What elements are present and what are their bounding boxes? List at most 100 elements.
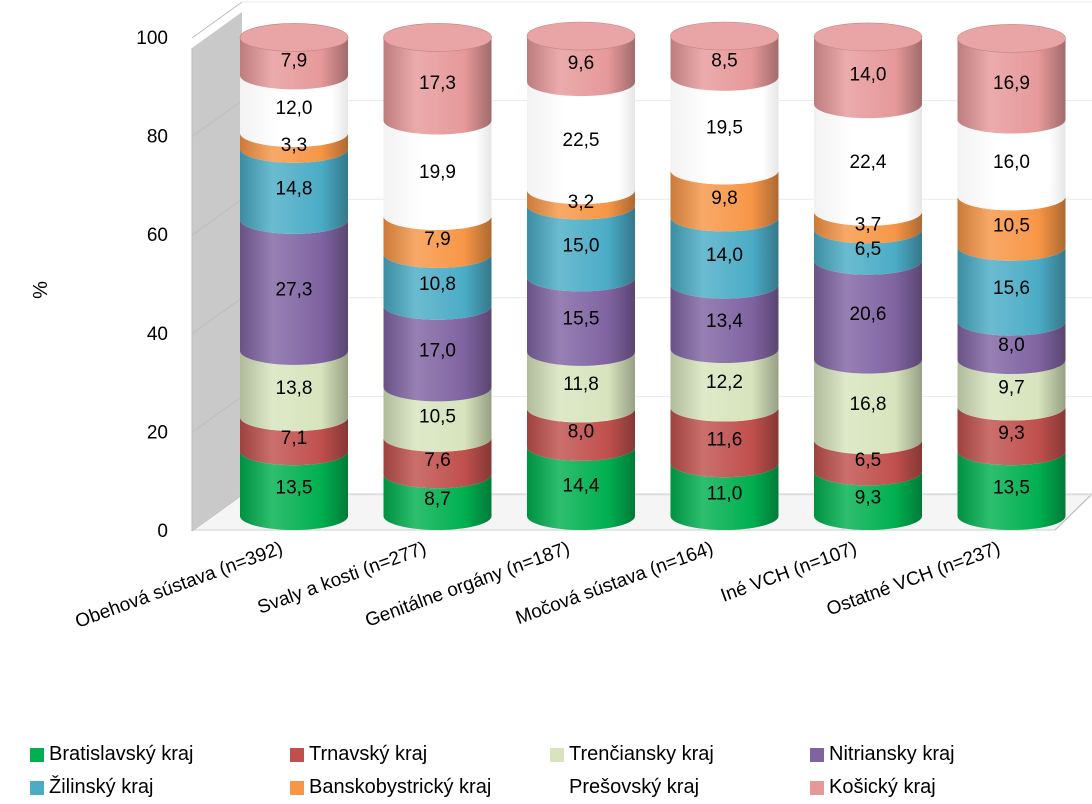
bar-segment <box>240 148 348 234</box>
legend-row: Bratislavský kraj Trnavský kraj Trenčiansk… <box>30 738 1070 771</box>
data-label: 7,9 <box>424 229 450 250</box>
bar-top-cap <box>813 22 923 52</box>
x-axis-categories: Obehová sústava (n=392)Svaly a kosti (n=… <box>73 538 1004 633</box>
bar-segment <box>240 219 348 365</box>
data-label: 7,9 <box>281 50 307 71</box>
data-label: 6,5 <box>855 450 881 471</box>
legend-label: Banskobystrický kraj <box>309 776 492 798</box>
data-label: 7,1 <box>281 428 307 449</box>
data-label: 11,0 <box>707 484 743 505</box>
bar-segment <box>527 351 635 423</box>
bar-segment <box>527 277 635 366</box>
gridline <box>191 100 243 138</box>
legend-label: Žilinský kraj <box>49 776 154 798</box>
data-label: 9,6 <box>568 53 594 74</box>
data-label: 10,5 <box>993 216 1030 237</box>
bar-segment <box>527 190 635 220</box>
legend-label: Trnavský kraj <box>309 743 428 765</box>
data-label: 13,5 <box>993 478 1030 499</box>
bar-segment <box>240 417 348 466</box>
bar-segment <box>814 211 922 244</box>
data-label: 3,3 <box>281 135 307 156</box>
bar-segment <box>957 196 1066 261</box>
chart: 0 20 40 60 80 100 % 13,5 7,1 13,8 27,3 14,8 3,3 12,… <box>30 1 1092 633</box>
data-label: 15,6 <box>993 278 1030 299</box>
data-label: 19,5 <box>706 118 743 139</box>
data-label: 27,3 <box>276 279 313 300</box>
bar-segment <box>957 246 1066 336</box>
bar-segment <box>383 216 492 268</box>
legend-item: Bratislavský kraj <box>30 738 290 771</box>
bar-segment <box>957 360 1066 421</box>
bar-segment <box>383 474 492 530</box>
legend-item: Nitriansky kraj <box>810 738 1070 771</box>
bar-segment <box>670 170 779 232</box>
data-label: 9,8 <box>711 188 737 209</box>
data-label: 20,6 <box>850 304 887 325</box>
data-label: 17,3 <box>419 73 456 94</box>
data-label: 12,2 <box>706 372 743 393</box>
bar-segment <box>814 471 922 530</box>
legend-item: Prešovský kraj <box>550 771 810 804</box>
bar-stack: 13,5 7,1 13,8 27,3 14,8 3,3 12,0 7,9 <box>239 23 349 530</box>
y-tick-label: 80 <box>147 127 168 148</box>
bar-segment <box>814 440 922 486</box>
bar-segment <box>814 229 922 275</box>
legend-row: Žilinský kraj Banskobystrický kraj Prešovs… <box>30 771 1070 804</box>
data-label: 16,0 <box>993 152 1030 173</box>
data-label: 14,0 <box>850 65 887 86</box>
data-label: 16,9 <box>993 73 1030 94</box>
y-tick-label: 0 <box>157 521 168 542</box>
data-label: 9,7 <box>998 377 1024 398</box>
data-label: 9,3 <box>855 488 881 509</box>
data-label: 8,5 <box>711 50 737 71</box>
bar-segment <box>527 446 635 530</box>
bar-segment <box>383 387 492 452</box>
data-label: 11,6 <box>707 429 743 450</box>
data-label: 19,9 <box>419 162 456 183</box>
data-label: 12,0 <box>276 98 313 119</box>
bar-segment <box>240 75 348 147</box>
bar-stack: 8,7 7,6 10,5 17,0 10,8 7,9 19,9 17,3 <box>383 23 492 530</box>
y-tick-label: 20 <box>147 422 168 443</box>
bar-top-cap <box>526 21 636 51</box>
bar-segment <box>814 359 922 455</box>
bar-segment <box>670 463 779 530</box>
data-label: 11,8 <box>563 374 599 395</box>
data-label: 9,3 <box>998 423 1024 444</box>
side-wall <box>192 12 242 530</box>
y-tick-label: 100 <box>136 28 168 49</box>
bar-segment <box>670 217 779 299</box>
data-label: 14,4 <box>563 475 600 496</box>
bars: 13,57,113,827,314,83,312,07,98,77,610,51… <box>239 21 1066 530</box>
bar-segment <box>957 38 1066 134</box>
legend-swatch <box>30 780 44 795</box>
bar-segment <box>670 36 779 91</box>
legend-swatch <box>30 747 44 762</box>
data-label: 10,8 <box>419 274 456 295</box>
legend-swatch <box>290 747 304 762</box>
legend-item: Banskobystrický kraj <box>290 771 550 804</box>
data-label: 6,5 <box>855 239 881 260</box>
bar-segment <box>527 408 635 461</box>
legend-swatch <box>550 780 564 795</box>
data-label: 22,4 <box>850 152 887 173</box>
legend: Bratislavský kraj Trnavský kraj Trenčiansk… <box>30 738 1070 804</box>
legend-label: Bratislavský kraj <box>49 743 194 765</box>
data-label: 3,7 <box>855 215 881 236</box>
gridline <box>191 395 243 433</box>
bar-stack: 11,0 11,6 12,2 13,4 14,0 9,8 19,5 8,5 <box>670 21 779 530</box>
data-label: 3,2 <box>568 192 594 213</box>
legend-swatch <box>810 747 824 762</box>
data-label: 15,5 <box>563 309 600 330</box>
gridline <box>191 198 243 236</box>
data-label: 8,7 <box>424 489 450 510</box>
bar-segment <box>814 260 922 374</box>
bar-segment <box>670 284 779 363</box>
data-label: 13,8 <box>276 378 313 399</box>
bar-segment <box>383 253 492 320</box>
bar-segment <box>383 305 492 402</box>
data-label: 10,5 <box>419 407 456 428</box>
data-label: 13,4 <box>706 311 743 332</box>
bar-stack: 14,4 8,0 11,8 15,5 15,0 3,2 22,5 9,6 <box>526 21 636 530</box>
